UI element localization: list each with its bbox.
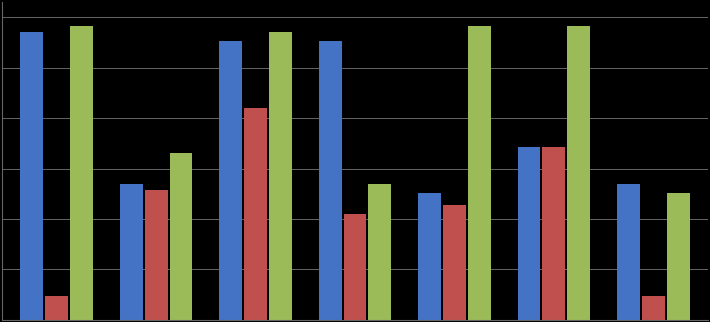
Bar: [418, 193, 441, 320]
Bar: [120, 184, 143, 320]
Bar: [617, 184, 640, 320]
Bar: [70, 26, 93, 320]
Bar: [344, 214, 366, 320]
Bar: [468, 26, 491, 320]
Bar: [219, 42, 242, 320]
Bar: [21, 32, 43, 320]
Bar: [269, 32, 292, 320]
Bar: [170, 153, 192, 320]
Bar: [45, 296, 68, 320]
Bar: [368, 184, 391, 320]
Bar: [443, 205, 466, 320]
Bar: [319, 42, 342, 320]
Bar: [518, 147, 540, 320]
Bar: [542, 147, 565, 320]
Bar: [667, 193, 689, 320]
Bar: [642, 296, 665, 320]
Bar: [145, 190, 168, 320]
Bar: [244, 108, 267, 320]
Bar: [567, 26, 590, 320]
